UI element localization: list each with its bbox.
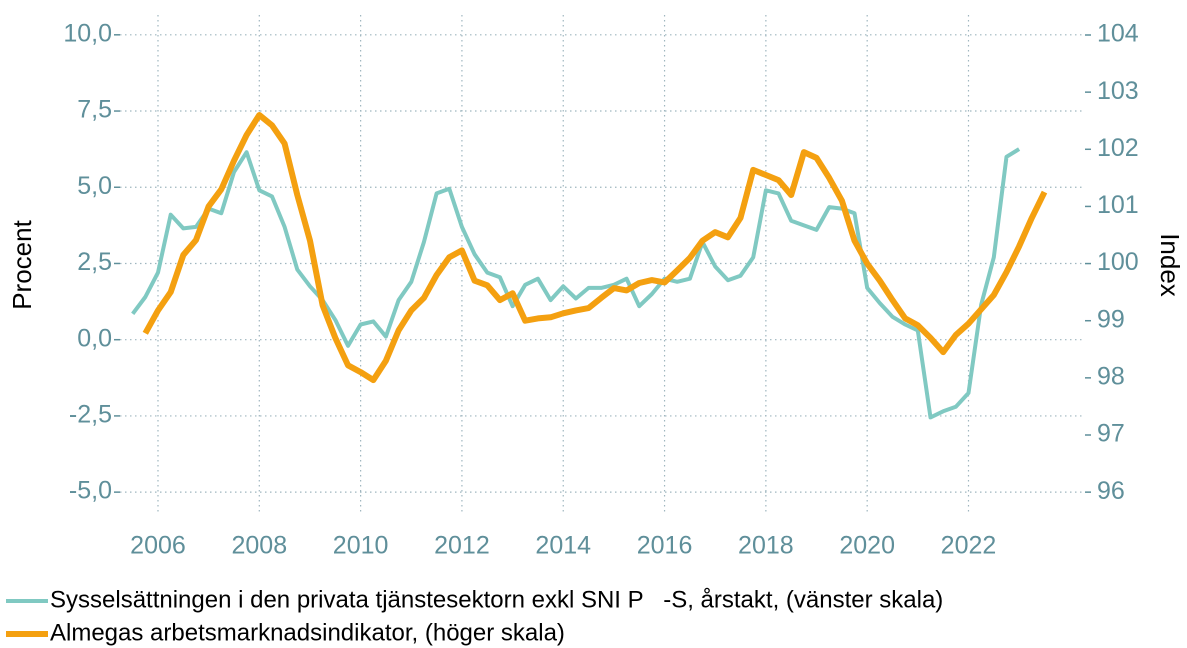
y-tick-label: 0,0 <box>77 324 112 352</box>
y2-tick-label: 101 <box>1097 191 1139 219</box>
y2-tick-label: 97 <box>1097 420 1125 448</box>
x-tick-label: 2010 <box>333 532 389 560</box>
x-tick-label: 2022 <box>941 532 997 560</box>
x-tick-label: 2014 <box>535 532 591 560</box>
y2-tick-label: 96 <box>1097 477 1125 505</box>
y2-tick-label: 98 <box>1097 362 1125 390</box>
x-tick-label: 2012 <box>434 532 490 560</box>
legend-label: Sysselsättningen i den privata tjänstese… <box>50 586 943 613</box>
x-tick-label: 2020 <box>839 532 895 560</box>
y2-tick-label: 103 <box>1097 77 1139 105</box>
y-tick-label: 7,5 <box>77 96 112 124</box>
y2-tick-label: 102 <box>1097 134 1139 162</box>
series-line <box>142 112 1048 384</box>
y-tick-label: 10,0 <box>63 19 112 47</box>
y2-tick-label: 100 <box>1097 248 1139 276</box>
series-line <box>131 147 1021 420</box>
y-axis-label: Procent <box>7 219 37 309</box>
x-tick-label: 2008 <box>231 532 287 560</box>
x-tick-label: 2016 <box>637 532 693 560</box>
legend-label: Almegas arbetsmarknadsindikator, (höger … <box>50 619 565 646</box>
x-tick-label: 2006 <box>130 532 186 560</box>
y2-axis-label: Index <box>1155 233 1185 297</box>
y-tick-label: 5,0 <box>77 172 112 200</box>
y2-tick-label: 104 <box>1097 20 1139 48</box>
y-tick-label: -2,5 <box>69 401 112 429</box>
y-tick-label: -5,0 <box>69 477 112 505</box>
y2-tick-label: 99 <box>1097 305 1125 333</box>
y-tick-label: 2,5 <box>77 248 112 276</box>
x-tick-label: 2018 <box>738 532 794 560</box>
